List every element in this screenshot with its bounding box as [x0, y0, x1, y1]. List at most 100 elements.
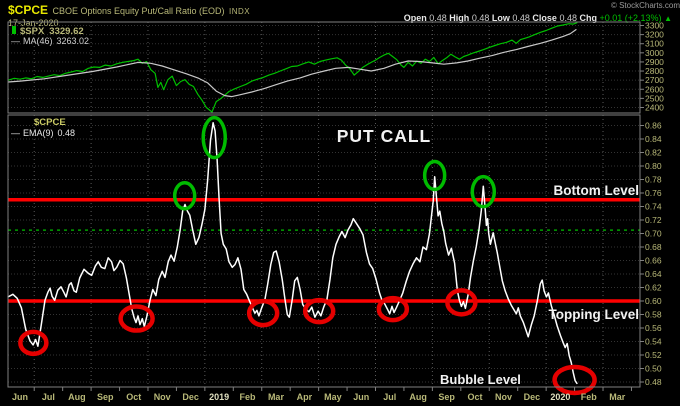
y-axis-label: 2800 [645, 66, 664, 76]
y-axis-label: 3200 [645, 30, 664, 40]
y-axis-label: 0.54 [645, 337, 662, 347]
y-axis-label: 0.48 [645, 377, 662, 387]
close-label: Close [532, 13, 557, 23]
y-axis-label: 0.50 [645, 364, 662, 374]
low-value: 0.48 [512, 13, 530, 23]
y-axis-label: 0.64 [645, 269, 662, 279]
green-highlight-circle [470, 174, 497, 209]
x-axis-label: Nov [154, 392, 171, 402]
cpce-ema-line [7, 122, 578, 385]
symbol-label: $CPCE [8, 3, 49, 17]
x-axis-label: Dec [182, 392, 199, 402]
y-axis-label: 0.56 [645, 323, 662, 333]
x-axis-label: 2019 [209, 392, 229, 402]
spx-legend: $SPX 3329.62 [20, 26, 84, 37]
red-highlight-circle [376, 295, 410, 323]
y-axis-label: 0.70 [645, 229, 662, 239]
x-axis-label: Aug [68, 392, 86, 402]
x-axis-label: Oct [468, 392, 483, 402]
chart-title: CBOE Options Equity Put/Call Ratio (EOD) [52, 6, 225, 16]
ema-legend: EMA(9) 0.48 [23, 128, 75, 138]
topping-level-annotation: Topping Level [549, 307, 640, 322]
put-call-annotation: PUT CALL [337, 126, 432, 146]
y-axis-label: 2900 [645, 57, 664, 67]
cpce-legend: $CPCE [34, 117, 66, 128]
up-arrow-icon: ▲ [664, 14, 672, 23]
y-axis-label: 0.58 [645, 310, 662, 320]
low-label: Low [491, 13, 510, 23]
red-highlight-circle [552, 364, 597, 396]
x-axis-label: Apr [297, 392, 313, 402]
y-axis-label: 2400 [645, 102, 664, 112]
y-axis-label: 0.84 [645, 134, 662, 144]
panel-border [7, 21, 641, 114]
x-axis-label: Mar [609, 392, 626, 402]
x-axis-label: Aug [409, 392, 427, 402]
y-axis-label: 2700 [645, 75, 664, 85]
high-label: High [449, 13, 470, 23]
open-value: 0.48 [429, 13, 447, 23]
exchange-label: INDX [228, 7, 251, 16]
x-axis-label: Mar [268, 392, 285, 402]
x-axis-label: Dec [524, 392, 541, 402]
y-axis-label: 2600 [645, 84, 664, 94]
red-highlight-circle [118, 304, 155, 333]
x-axis-label: Jul [42, 392, 55, 402]
red-highlight-circle [445, 288, 478, 317]
x-axis-label: May [324, 392, 342, 402]
candle-icon [12, 26, 16, 34]
y-axis-label: 3000 [645, 48, 664, 58]
y-axis-label: 0.74 [645, 202, 662, 212]
copyright-label: © StockCharts.com [610, 1, 680, 10]
y-axis-label: 0.82 [645, 148, 662, 158]
red-highlight-circle [246, 298, 280, 328]
x-axis-label: Nov [495, 392, 512, 402]
chart-header: $CPCE CBOE Options Equity Put/Call Ratio… [8, 1, 672, 19]
y-axis-label: 0.68 [645, 242, 662, 252]
x-axis-label: Jun [12, 392, 28, 402]
y-axis-label: 0.60 [645, 296, 662, 306]
chg-label: Chg [579, 13, 598, 23]
x-axis-label: 2020 [550, 392, 570, 402]
red-highlight-circle [302, 297, 336, 325]
x-axis-label: Jun [353, 392, 369, 402]
x-axis-label: Feb [581, 392, 598, 402]
generated-chart-layers: 3300320031003000290028002700260025002400… [7, 21, 664, 402]
ma-legend-dash-icon: — [11, 36, 20, 46]
x-axis-label: Feb [240, 392, 257, 402]
y-axis-label: 0.72 [645, 215, 662, 225]
x-axis-label: Oct [126, 392, 141, 402]
chart-subheader: 17-Jan-2020 Open 0.48 High 0.48 Low 0.48… [8, 13, 672, 31]
y-axis-label: 0.78 [645, 175, 662, 185]
ema-legend-dash-icon: — [11, 128, 20, 138]
high-value: 0.48 [471, 13, 490, 23]
panel-border [7, 114, 641, 388]
ma-line [7, 29, 577, 98]
ohlc-readout: Open 0.48 High 0.48 Low 0.48 Close 0.48 … [404, 13, 672, 23]
y-axis-label: 0.76 [645, 188, 662, 198]
green-highlight-circle [172, 180, 197, 211]
ma-legend: MA(46) 3263.02 [23, 36, 89, 46]
x-axis-label: Jul [383, 392, 396, 402]
x-axis-label: Sep [97, 392, 114, 402]
bubble-level-annotation: Bubble Level [440, 372, 521, 387]
y-axis-label: 0.80 [645, 161, 662, 171]
y-axis-label: 0.62 [645, 283, 662, 293]
y-axis-label: 2500 [645, 93, 664, 103]
y-axis-label: 0.52 [645, 350, 662, 360]
y-axis-label: 0.86 [645, 121, 662, 131]
chg-value: +0.01 (+2.13%) [599, 13, 662, 23]
y-axis-label: 3300 [645, 21, 664, 31]
bottom-level-annotation: Bottom Level [553, 183, 639, 198]
x-axis-label: Sep [438, 392, 455, 402]
y-axis-label: 3100 [645, 39, 664, 49]
green-highlight-circle [422, 159, 447, 192]
spx-price-line [7, 22, 578, 113]
open-label: Open [403, 13, 427, 23]
y-axis-label: 0.66 [645, 256, 662, 266]
close-value: 0.48 [559, 13, 577, 23]
green-highlight-circle [201, 115, 227, 160]
red-highlight-circle [18, 329, 49, 357]
